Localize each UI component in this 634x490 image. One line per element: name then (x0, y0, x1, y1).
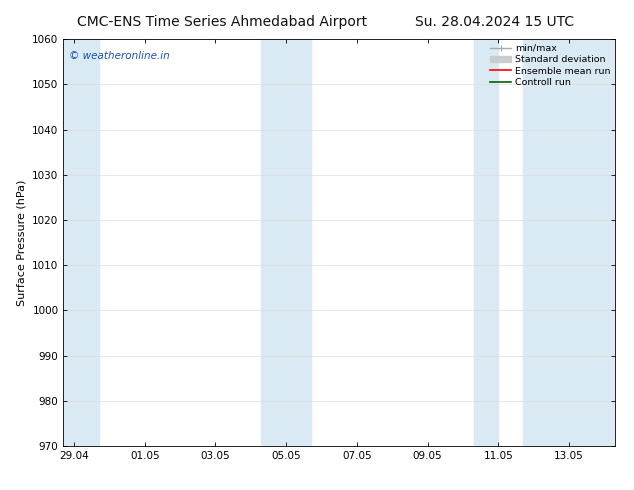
Bar (63, 39, 99, 446)
Text: Su. 28.04.2024 15 UTC: Su. 28.04.2024 15 UTC (415, 15, 574, 29)
Text: © weatheronline.in: © weatheronline.in (69, 51, 170, 61)
Y-axis label: Surface Pressure (hPa): Surface Pressure (hPa) (16, 179, 27, 306)
Legend: min/max, Standard deviation, Ensemble mean run, Controll run: min/max, Standard deviation, Ensemble me… (488, 42, 612, 89)
Bar (261, 39, 311, 446)
Bar (523, 39, 615, 446)
Text: CMC-ENS Time Series Ahmedabad Airport: CMC-ENS Time Series Ahmedabad Airport (77, 15, 367, 29)
Bar (474, 39, 498, 446)
